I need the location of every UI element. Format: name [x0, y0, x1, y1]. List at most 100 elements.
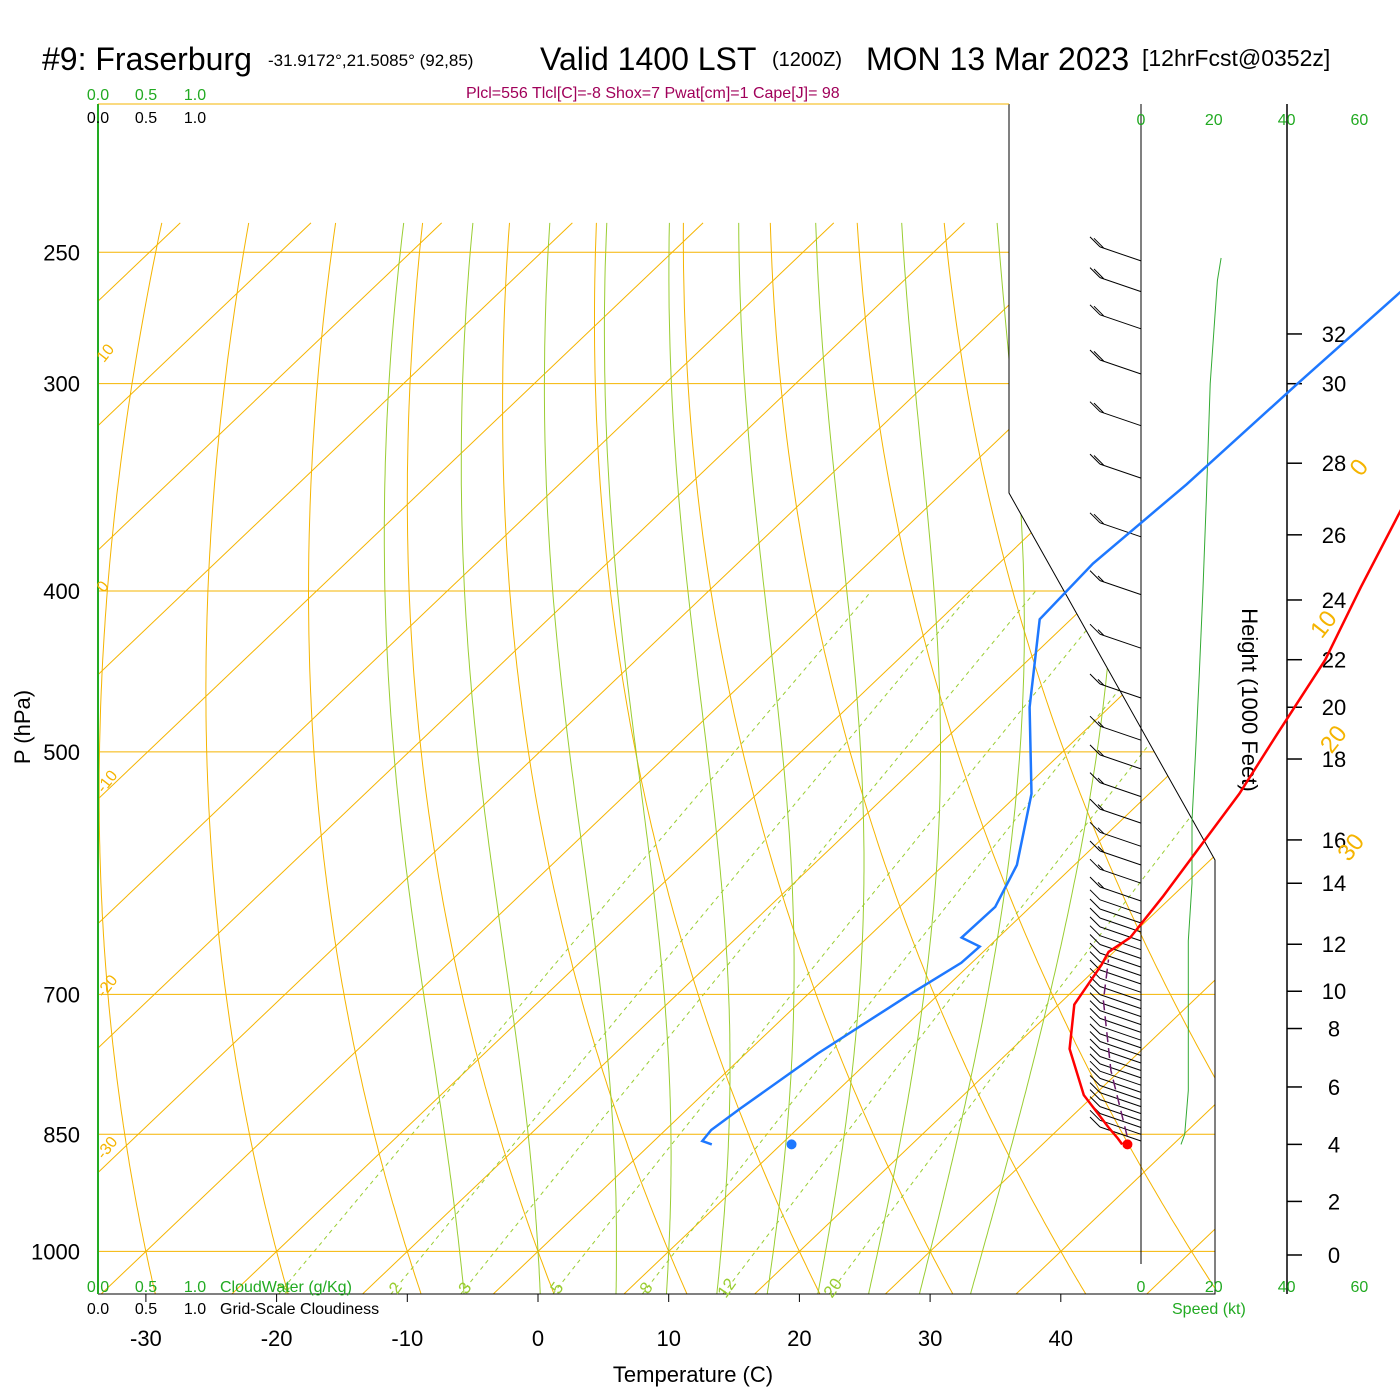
wind-barb: [1089, 1038, 1142, 1064]
cloudiness-tick-label: 0.5: [135, 1301, 157, 1318]
wind-barb: [1089, 1103, 1142, 1128]
isotherm-line: [610, 222, 1215, 1294]
dry-adiabat-line: [1379, 223, 1400, 1307]
speed-tick-label: 20: [1205, 1279, 1223, 1296]
mixing-ratio-label: 20: [820, 1275, 846, 1301]
moist-adiabat-line: [814, 222, 865, 1294]
y-tick-label: 400: [43, 579, 80, 604]
surface-temperature-marker: [1122, 1139, 1133, 1150]
valid-time: Valid 1400 LST: [540, 41, 756, 77]
height-tick-label: 12: [1322, 932, 1346, 957]
cloudiness-tick-label: 1.0: [184, 110, 206, 127]
parcel-path-line: [1102, 959, 1128, 1137]
moist-adiabat-line: [543, 222, 617, 1294]
height-tick-label: 26: [1322, 523, 1346, 548]
valid-date: MON 13 Mar 2023: [866, 41, 1129, 77]
wind-barb: [1089, 623, 1142, 649]
mixing-ratio-line: [380, 590, 974, 1294]
x-tick-label: 30: [918, 1326, 942, 1351]
cloudiness-tick-label: 0.5: [135, 110, 157, 127]
dry-adiabat-line: [502, 222, 694, 1294]
y-tick-label: 250: [43, 240, 80, 265]
wind-barb: [1089, 1046, 1142, 1071]
dry-adiabat-line: [682, 222, 961, 1294]
cloudwater-tick-label: 0.0: [87, 87, 109, 104]
height-tick-label: 14: [1322, 871, 1346, 896]
surface-dewpoint-marker: [786, 1139, 797, 1150]
y-tick-label: 1000: [31, 1239, 80, 1264]
speed-tick-label: 20: [1205, 112, 1223, 129]
cloud-axis-labels: 0.0 0.0 0.5 0.5 1.0 1.0 0.0 0.0 0.5 0.5 1.0 1.0: [87, 87, 206, 1318]
y-tick-label: 300: [43, 372, 80, 397]
height-axis-label: Height (1000 Feet): [1237, 608, 1262, 791]
dry-adiabat-lines: [98, 222, 1400, 1307]
mixing-ratio-line: [450, 590, 1037, 1294]
x-tick-label: 10: [656, 1326, 680, 1351]
moist-adiabat-line: [668, 222, 731, 1294]
moist-adiabat-line: [460, 222, 542, 1294]
isotherm-line: [98, 222, 443, 1294]
height-tick-label: 20: [1322, 695, 1346, 720]
height-tick-label: 0: [1328, 1243, 1340, 1268]
height-tick-label: 28: [1322, 451, 1346, 476]
dry-adiabat-line: [205, 222, 293, 1294]
wind-barbs: [1089, 236, 1142, 1142]
wind-barb: [1089, 715, 1142, 741]
cloudiness-tick-label: 1.0: [184, 1301, 206, 1318]
isotherm-line: [98, 222, 1096, 1294]
wind-barb: [1089, 1109, 1142, 1135]
wind-barb: [1089, 1082, 1142, 1108]
wind-barb: [1089, 1023, 1142, 1049]
wind-barb: [1089, 984, 1142, 1010]
isotherm-line: [348, 222, 1215, 1294]
x-axis-label: Temperature (C): [613, 1362, 773, 1387]
speed-tick-label: 40: [1278, 1279, 1296, 1296]
dewpoint-profile-line: [700, 290, 1400, 1146]
cloudwater-tick-label: 0.5: [135, 87, 157, 104]
wind-barb: [1089, 1068, 1142, 1093]
wind-barb: [1089, 401, 1142, 427]
pressure-axis: 250 300 400 500 700 850 1000: [31, 240, 80, 1264]
wind-barb: [1089, 1116, 1142, 1142]
cloudwater-tick-label: 0.0: [87, 1279, 109, 1296]
x-tick-label: -10: [391, 1326, 423, 1351]
wind-barb: [1089, 236, 1142, 262]
wind-barb: [1089, 907, 1142, 933]
moist-adiabat-lines: [383, 222, 1117, 1294]
isotherm-label: 0: [1345, 454, 1375, 481]
wind-barb: [1089, 1015, 1142, 1041]
mixing-ratio-line: [712, 590, 1215, 1294]
wind-barb: [1089, 1000, 1142, 1026]
dry-adiabat-line: [308, 222, 426, 1294]
cloudiness-tick-label: 0.0: [87, 110, 109, 127]
dry-adiabat-line: [98, 222, 163, 1294]
isotherm-line: [98, 222, 965, 1294]
height-tick-label: 10: [1322, 979, 1346, 1004]
wind-barb: [1089, 840, 1142, 866]
station-coordinates: -31.9172°,21.5085° (92,85): [268, 51, 473, 70]
height-tick-label: 18: [1322, 747, 1346, 772]
wind-barb: [1089, 934, 1142, 959]
height-tick-label: 4: [1328, 1132, 1340, 1157]
y-axis-label: P (hPa): [10, 690, 35, 764]
x-tick-label: 0: [532, 1326, 544, 1351]
isotherm-label: 0: [94, 578, 113, 596]
x-tick-label: -30: [130, 1326, 162, 1351]
wind-barb: [1089, 744, 1142, 770]
height-tick-label: 24: [1322, 588, 1346, 613]
stability-indices: Plcl=556 Tlcl[C]=-8 Shox=7 Pwat[cm]=1 Ca…: [466, 85, 840, 102]
cloudiness-tick-label: 0.0: [87, 1301, 109, 1318]
dry-adiabat-line: [856, 222, 1215, 1294]
wind-barb: [1089, 1008, 1142, 1033]
wind-barb: [1089, 951, 1142, 977]
speed-axis-label: Speed (kt): [1172, 1301, 1246, 1318]
speed-tick-label: 60: [1351, 112, 1369, 129]
valid-time-utc: (1200Z): [772, 49, 842, 71]
isobar-lines: [98, 251, 1215, 1252]
isotherm-line: [98, 222, 704, 1294]
plot-boundary: [98, 104, 1216, 1295]
wind-barb: [1089, 570, 1142, 596]
